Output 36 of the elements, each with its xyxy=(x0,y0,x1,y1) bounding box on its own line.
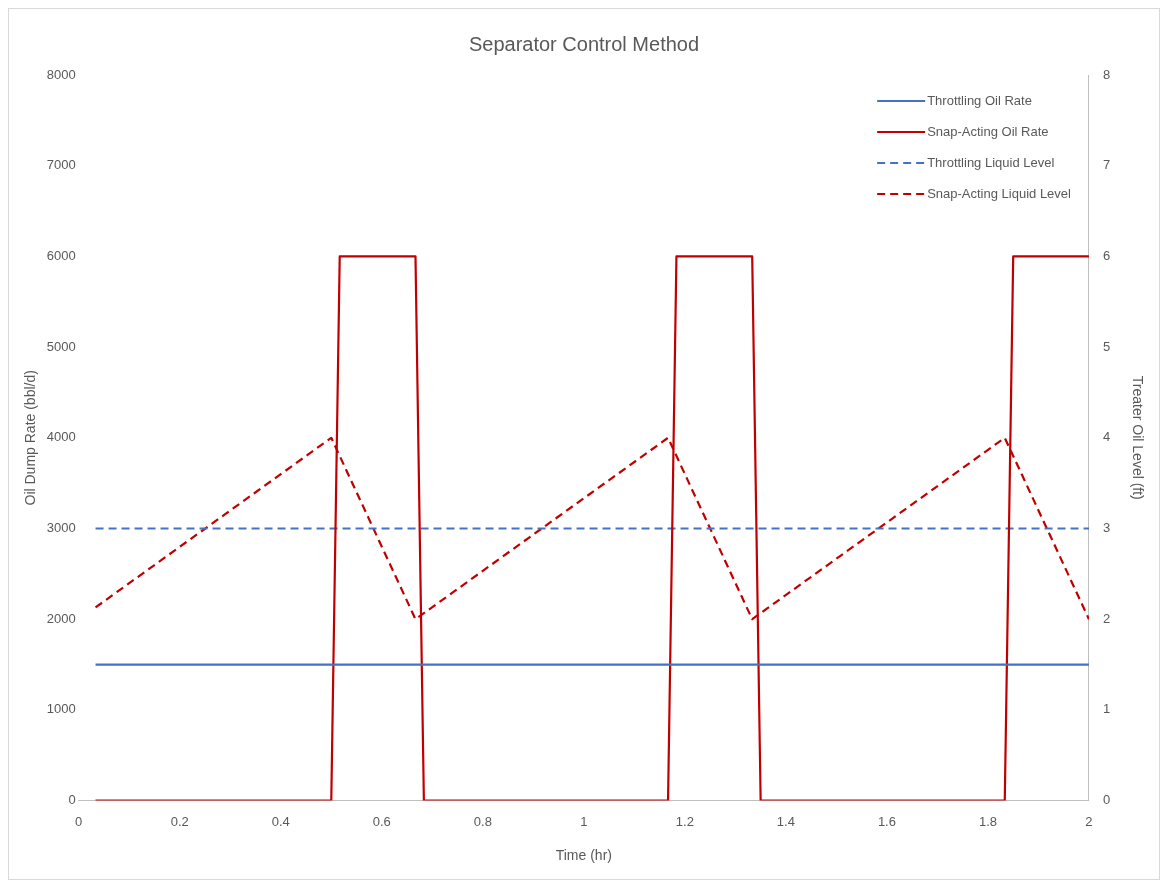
x-tick-label: 1 xyxy=(580,813,588,829)
y-tick-label: 5000 xyxy=(46,338,76,354)
chart-title: Separator Control Method xyxy=(468,32,700,55)
y-tick-label: 2000 xyxy=(46,610,76,626)
legend-label: Snap-Acting Liquid Level xyxy=(927,185,1072,201)
x-axis-title: Time (hr) xyxy=(555,847,612,864)
y-tick-label: 1000 xyxy=(46,701,76,717)
legend-label: Snap-Acting Oil Rate xyxy=(927,123,1049,139)
y-tick-label: 3000 xyxy=(46,520,76,536)
x-tick-label: 1.6 xyxy=(877,813,896,829)
y2-tick-label: 2 xyxy=(1102,610,1111,626)
y-axis-title: Oil Dump Rate (bbl/d) xyxy=(22,370,39,506)
y2-tick-label: 7 xyxy=(1102,157,1111,173)
y2-tick-label: 3 xyxy=(1102,520,1111,536)
x-tick-label: 0.6 xyxy=(372,813,391,829)
x-tick-label: 0.2 xyxy=(170,813,189,829)
x-tick-label: 1.8 xyxy=(978,813,997,829)
y2-tick-label: 1 xyxy=(1102,701,1111,717)
x-tick-label: 0.4 xyxy=(271,813,290,829)
y-tick-label: 8000 xyxy=(46,66,76,82)
y2-tick-label: 5 xyxy=(1102,338,1111,354)
y2-axis-title: Treater Oil Level (ft) xyxy=(1129,375,1146,500)
y2-tick-label: 4 xyxy=(1102,429,1111,445)
y-tick-label: 6000 xyxy=(46,247,76,263)
y2-tick-label: 0 xyxy=(1102,792,1111,808)
y-tick-label: 4000 xyxy=(46,429,76,445)
y-tick-label: 7000 xyxy=(46,157,76,173)
x-tick-label: 0.8 xyxy=(473,813,492,829)
y2-tick-label: 8 xyxy=(1102,66,1111,82)
x-tick-label: 2 xyxy=(1085,813,1093,829)
legend-label: Throttling Liquid Level xyxy=(927,154,1055,170)
x-tick-label: 1.4 xyxy=(776,813,795,829)
x-tick-label: 1.2 xyxy=(675,813,694,829)
legend-label: Throttling Oil Rate xyxy=(927,92,1032,108)
y2-tick-label: 6 xyxy=(1102,247,1111,263)
y-tick-label: 0 xyxy=(68,792,76,808)
